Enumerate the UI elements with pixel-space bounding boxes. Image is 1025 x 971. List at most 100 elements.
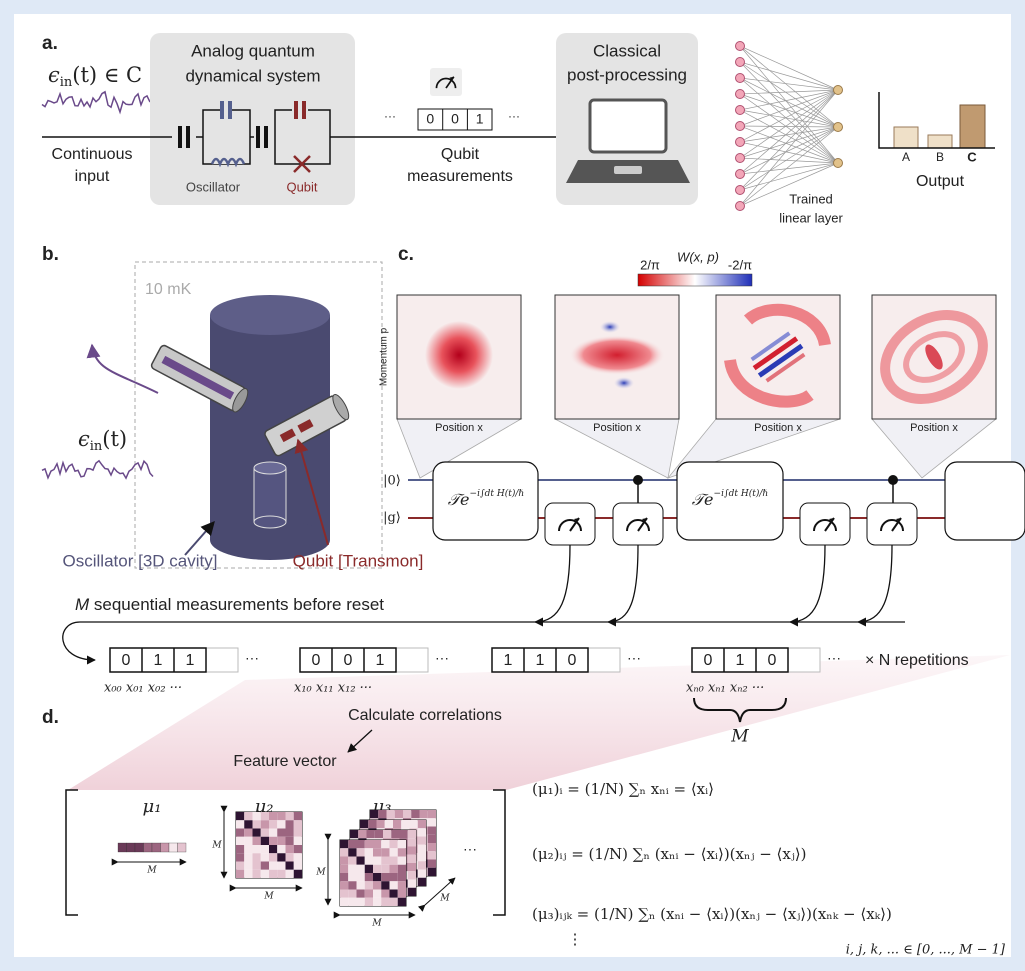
- post-title: Classical: [593, 41, 661, 60]
- bit: 1: [186, 652, 195, 669]
- matrix-cell: [244, 853, 252, 861]
- matrix-cell: [360, 820, 368, 828]
- length-label: M: [730, 727, 749, 747]
- vector-cell: [144, 843, 153, 852]
- matrix-cell: [269, 829, 277, 837]
- ellipsis: ···: [627, 650, 641, 666]
- matrix-cell: [253, 837, 261, 845]
- matrix-cell: [357, 865, 365, 873]
- matrix-cell: [277, 812, 285, 820]
- base: 𝒯e: [448, 490, 470, 509]
- input-node: [736, 90, 745, 99]
- vector-cell: [118, 843, 127, 852]
- indices: x₀₀ x₀₁ x₀₂ ···: [104, 681, 182, 696]
- bit: 1: [376, 652, 385, 669]
- exponent: −i∫dt H(t)/ℏ: [470, 488, 525, 499]
- matrix-cell: [403, 810, 411, 818]
- matrix-cell: [294, 870, 302, 878]
- input-node: [736, 106, 745, 115]
- matrix-cell: [244, 837, 252, 845]
- ellipsis: ···: [384, 109, 396, 123]
- matrix-cell: [381, 890, 389, 898]
- input-node: [736, 170, 745, 179]
- x-axis-label: Position x: [593, 422, 641, 434]
- category: C: [967, 149, 977, 164]
- symbol: M: [75, 595, 90, 614]
- oscillator-state: |0⟩: [383, 474, 401, 489]
- matrix-cell: [261, 845, 269, 853]
- matrix-cell: [286, 837, 294, 845]
- matrix-cell: [277, 829, 285, 837]
- matrix-cell: [269, 820, 277, 828]
- matrix-cell: [381, 840, 389, 848]
- matrix-cell: [381, 848, 389, 856]
- matrix-cell: [294, 829, 302, 837]
- matrix-cell: [383, 830, 391, 838]
- matrix-cell: [418, 861, 426, 869]
- matrix-cell: [261, 853, 269, 861]
- equation: (μ₁)ᵢ = (1/N) ∑ₙ xₙᵢ = ⟨xᵢ⟩: [532, 780, 714, 798]
- input-node: [736, 154, 745, 163]
- matrix-cell: [418, 820, 426, 828]
- panel-label: c.: [398, 244, 414, 265]
- bit: 0: [312, 652, 321, 669]
- matrix-cell: [391, 830, 399, 838]
- matrix-cell: [348, 840, 356, 848]
- dim: M: [315, 868, 326, 878]
- dim: M: [146, 866, 157, 876]
- subscript: in: [60, 75, 73, 90]
- matrix-cell: [408, 855, 416, 863]
- matrix-cell: [340, 865, 348, 873]
- matrix-cell: [398, 865, 406, 873]
- calc-label: Calculate correlations: [348, 707, 502, 724]
- matrix-cell: [390, 865, 398, 873]
- matrix-cell: [244, 820, 252, 828]
- matrix-cell: [348, 865, 356, 873]
- y-axis-label: Momentum p: [379, 327, 390, 386]
- matrix-cell: [357, 873, 365, 881]
- matrix-cell: [390, 890, 398, 898]
- matrix-cell: [408, 863, 416, 871]
- panel-label: d.: [42, 707, 59, 728]
- vdots: ⋮: [568, 930, 583, 948]
- matrix-cell: [408, 838, 416, 846]
- input-label: Continuous: [52, 146, 133, 163]
- matrix-cell: [236, 870, 244, 878]
- matrix-cell: [348, 898, 356, 906]
- matrix-cell: [381, 898, 389, 906]
- bit: 1: [476, 111, 484, 127]
- matrix-cell: [381, 881, 389, 889]
- matrix-cell: [340, 873, 348, 881]
- matrix-cell: [340, 881, 348, 889]
- matrix-cell: [428, 835, 436, 843]
- bit: 1: [736, 652, 745, 669]
- matrix-cell: [294, 853, 302, 861]
- equation: (μ₂)ᵢⱼ = (1/N) ∑ₙ (xₙᵢ − ⟨xᵢ⟩)(xₙⱼ − ⟨xⱼ…: [532, 845, 807, 863]
- matrix-cell: [365, 848, 373, 856]
- subscript: in: [90, 439, 103, 454]
- matrix-cell: [428, 810, 436, 818]
- matrix-cell: [395, 810, 403, 818]
- matrix-cell: [286, 870, 294, 878]
- matrix-cell: [428, 843, 436, 851]
- base: 𝒯e: [692, 490, 714, 509]
- measurements-label: Qubit: [441, 146, 480, 163]
- domain: i, j, k, ... ∈ [0, ..., M − 1]: [846, 943, 1006, 958]
- input-node: [736, 122, 745, 131]
- matrix-cell: [269, 862, 277, 870]
- matrix-cell: [393, 820, 401, 828]
- vector-cell: [161, 843, 170, 852]
- matrix-cell: [340, 840, 348, 848]
- matrix-cell: [277, 870, 285, 878]
- matrix-cell: [390, 857, 398, 865]
- matrix-cell: [398, 881, 406, 889]
- matrix-cell: [294, 862, 302, 870]
- matrix-cell: [261, 870, 269, 878]
- matrix-cell: [340, 890, 348, 898]
- matrix-cell: [294, 820, 302, 828]
- dim: M: [371, 919, 382, 929]
- matrix-cell: [411, 810, 419, 818]
- matrix-cell: [400, 830, 408, 838]
- colorbar: [638, 274, 752, 286]
- matrix-cell: [418, 878, 426, 886]
